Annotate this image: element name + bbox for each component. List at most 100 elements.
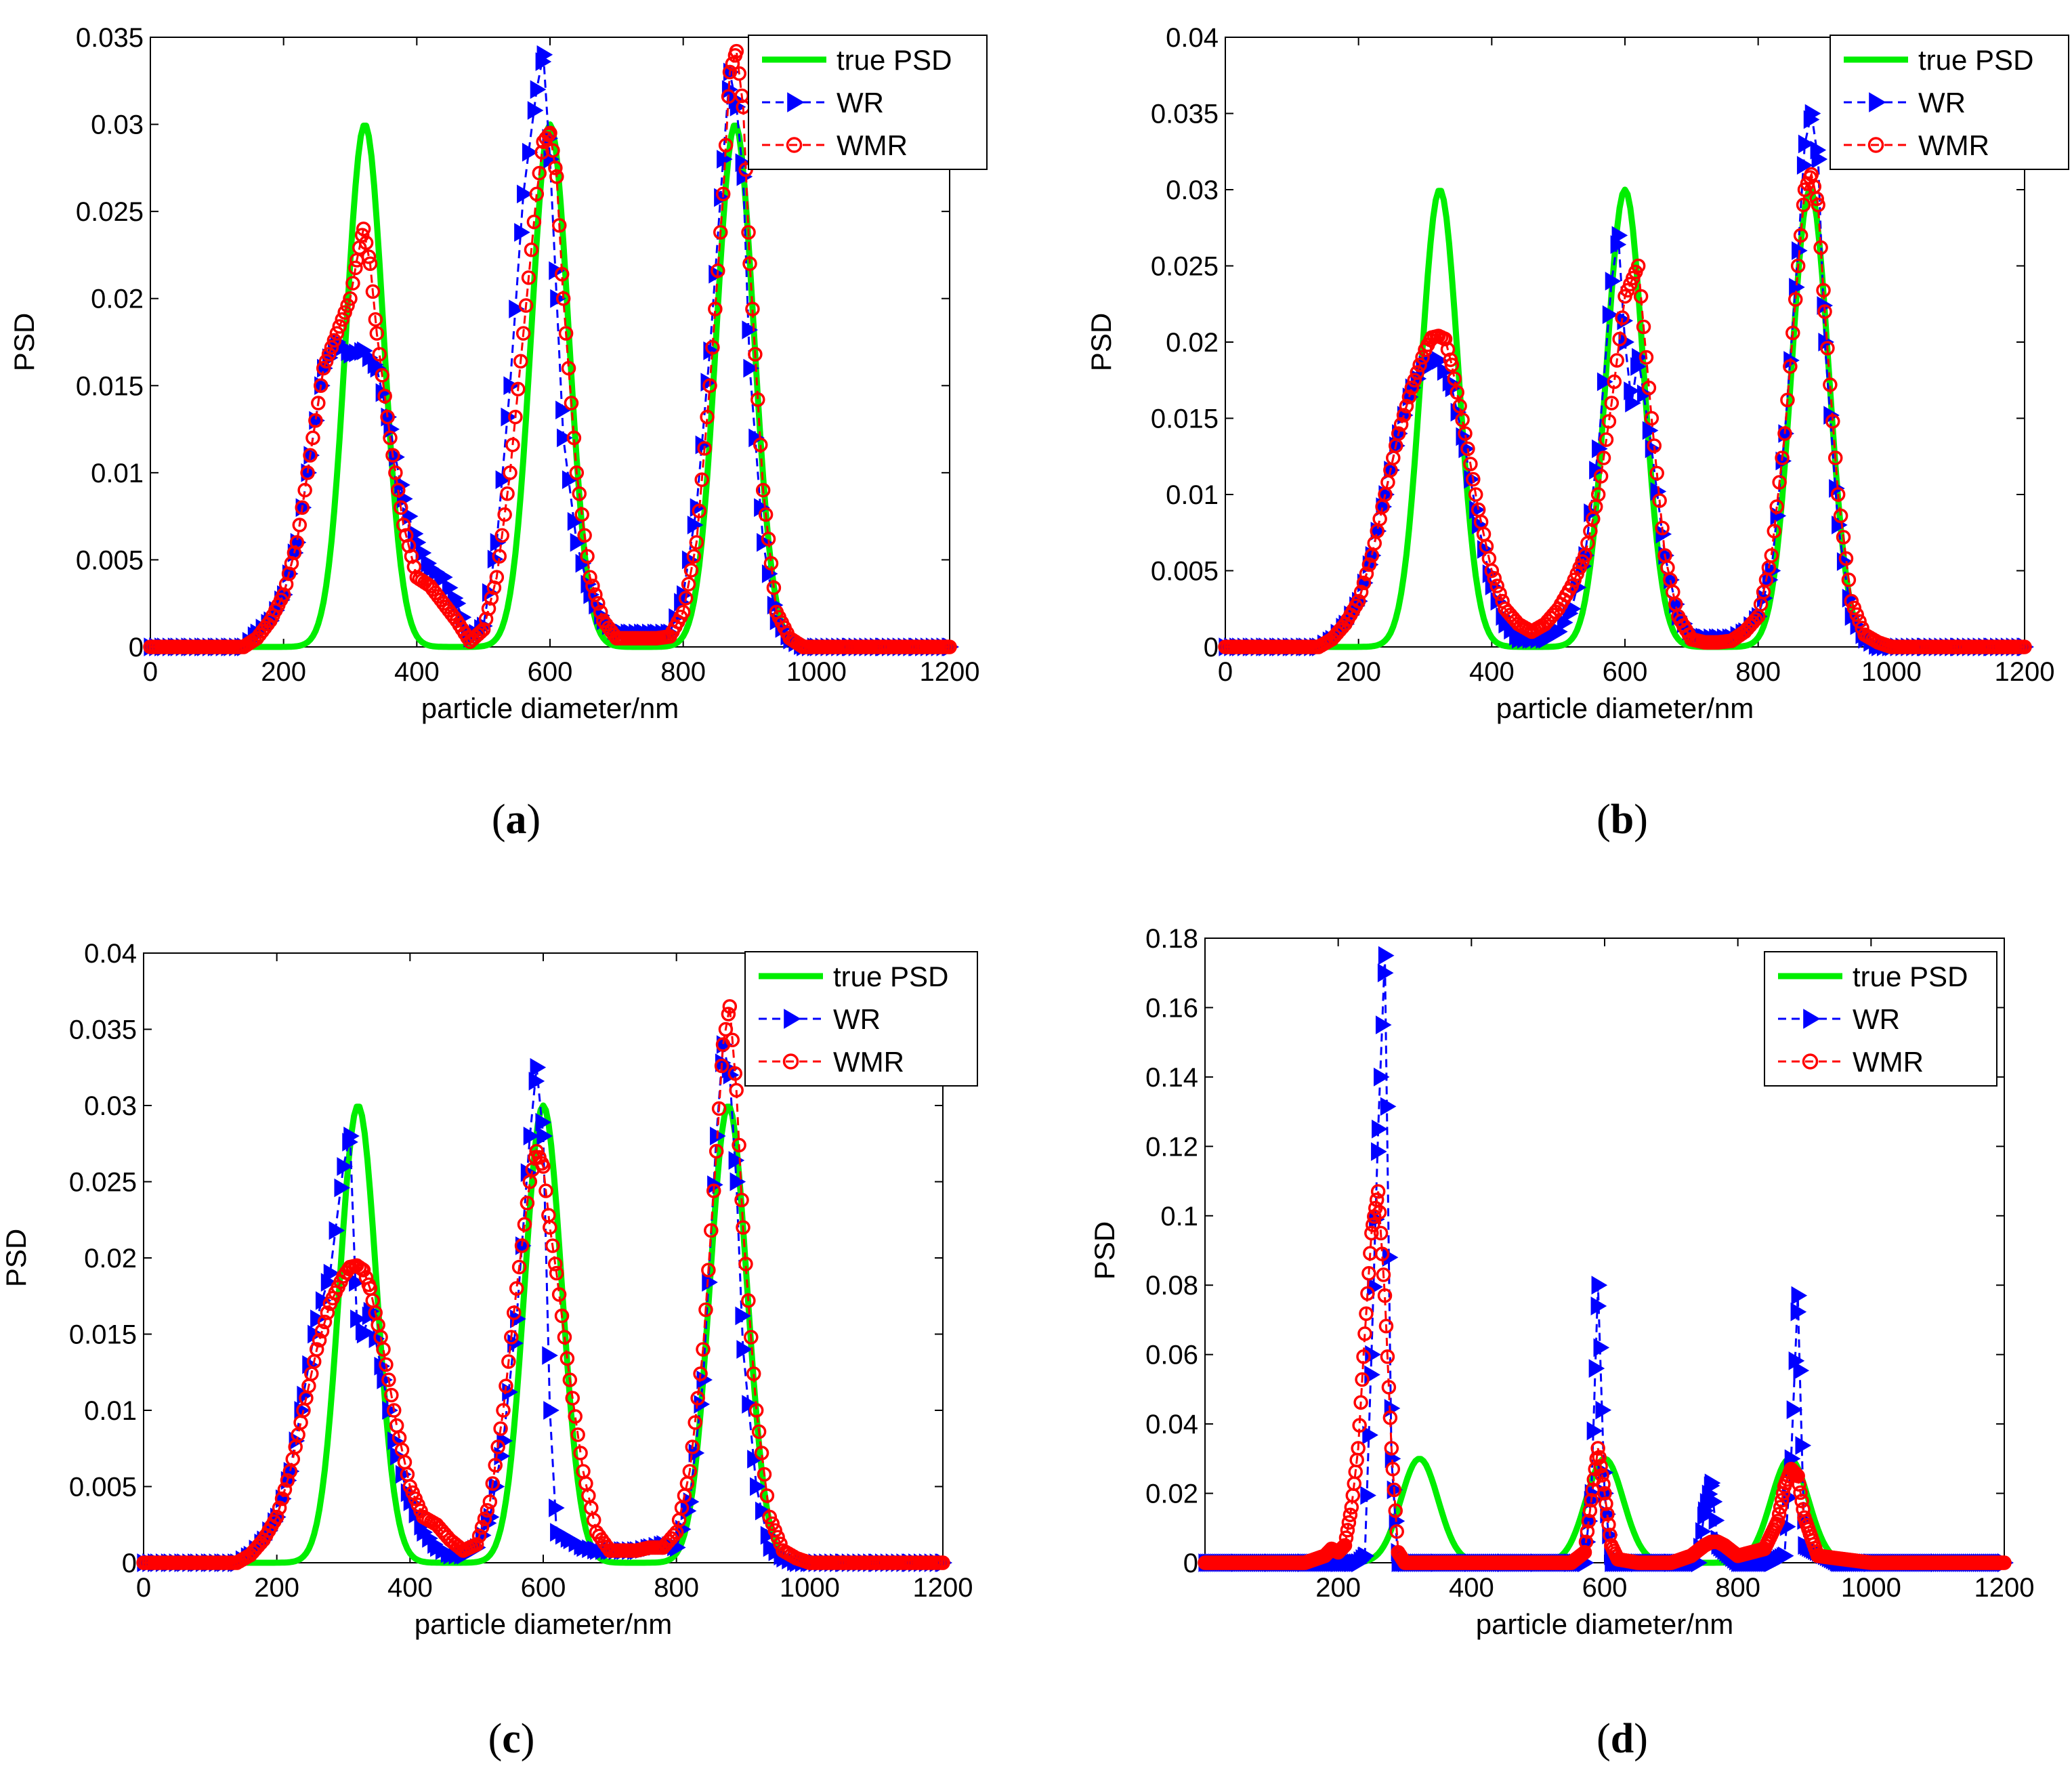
- x-tick-label: 0: [1218, 657, 1233, 687]
- data-point-wmr: [748, 347, 763, 362]
- data-point-wr: [509, 299, 525, 319]
- data-point-wmr: [1484, 563, 1500, 578]
- data-point-wmr: [1796, 197, 1811, 213]
- data-point-wr: [1804, 104, 1821, 123]
- data-point-wmr: [1830, 487, 1846, 502]
- data-point-wmr: [314, 1324, 330, 1339]
- data-point-wmr: [1647, 438, 1662, 453]
- data-point-wr: [575, 553, 592, 573]
- x-tick-label: 200: [261, 657, 306, 687]
- data-point-wr: [356, 1324, 373, 1344]
- data-point-wmr: [559, 1351, 575, 1366]
- data-point-wmr: [935, 1555, 950, 1570]
- data-point-wmr: [1783, 359, 1798, 374]
- data-point-wmr: [1772, 475, 1787, 490]
- legend-entry-label: WMR: [1918, 129, 1989, 161]
- data-point-wmr: [511, 381, 526, 397]
- data-point-wmr: [577, 528, 592, 543]
- legend-marker-circle: [786, 137, 803, 153]
- legend-entry-label: WMR: [833, 1046, 904, 1078]
- x-axis-label: particle diameter/nm: [1476, 1608, 1733, 1640]
- data-point-wmr: [295, 500, 310, 515]
- legend: true PSD WR WMR: [1830, 35, 2069, 170]
- data-point-wmr: [313, 378, 329, 394]
- data-point-wmr: [1352, 1418, 1367, 1433]
- data-point-wmr: [548, 161, 563, 175]
- y-tick-label: 0.025: [76, 197, 144, 227]
- data-point-wmr: [1361, 1266, 1376, 1281]
- x-tick-label: 400: [387, 1573, 433, 1603]
- data-point-wmr: [704, 1223, 719, 1238]
- data-point-wmr: [1342, 1507, 1358, 1523]
- data-point-wr: [514, 223, 530, 242]
- data-point-wmr: [1615, 310, 1630, 325]
- data-point-wr: [1777, 1546, 1794, 1565]
- chart-panel-d: 200 400 600 800 1000 1200 0 0.02 0.04 0.06 0.08 0.1…: [1088, 924, 2034, 1762]
- data-point-wmr: [1820, 341, 1835, 356]
- y-tick-label: 0: [129, 633, 144, 662]
- data-point-wmr: [1596, 1477, 1611, 1492]
- data-point-wmr: [709, 1143, 724, 1159]
- data-point-wmr: [762, 1509, 778, 1525]
- data-point-wmr: [570, 1427, 585, 1442]
- data-point-wmr: [1593, 469, 1609, 484]
- data-point-wmr: [348, 260, 363, 276]
- y-tick-label: 0.03: [84, 1091, 137, 1121]
- data-point-wmr: [380, 409, 395, 425]
- data-point-wr: [530, 80, 547, 100]
- data-point-wmr: [552, 217, 567, 233]
- x-tick-label: 600: [521, 1573, 566, 1603]
- data-point-wmr: [504, 1330, 519, 1345]
- data-point-wmr: [751, 1424, 767, 1439]
- data-point-wmr: [750, 392, 765, 407]
- legend-marker-circle: [1802, 1053, 1819, 1070]
- data-point-wmr: [1793, 1485, 1808, 1500]
- data-point-wr: [1636, 384, 1653, 404]
- data-point-wr: [1372, 1119, 1388, 1139]
- y-tick-label: 0.02: [1145, 1479, 1198, 1509]
- data-point-wmr: [718, 1022, 734, 1037]
- data-point-wmr: [1450, 385, 1464, 400]
- data-point-wmr: [381, 1372, 396, 1387]
- panel-label: (a): [492, 797, 541, 843]
- data-point-wmr: [748, 1403, 764, 1418]
- data-point-wmr: [1458, 426, 1473, 441]
- data-point-wmr: [365, 284, 381, 299]
- x-axis-label: particle diameter/nm: [421, 692, 679, 724]
- legend-marker-circle: [1867, 137, 1884, 153]
- data-point-wmr: [545, 1238, 560, 1253]
- data-point-wmr: [1360, 1286, 1375, 1301]
- plot-series-group: [1198, 946, 2014, 1572]
- data-point-wmr: [1385, 1461, 1401, 1477]
- data-point-wr: [549, 1498, 565, 1517]
- data-point-wmr: [317, 1314, 333, 1330]
- data-point-wmr: [574, 507, 589, 522]
- data-point-wmr: [1381, 1380, 1397, 1395]
- data-point-wmr: [508, 409, 523, 425]
- data-point-wmr: [1649, 465, 1664, 481]
- data-point-wr: [730, 1172, 746, 1192]
- data-point-wmr: [1410, 365, 1424, 380]
- x-tick-label: 1200: [1995, 657, 2055, 687]
- data-point-wr: [522, 142, 538, 162]
- data-point-wmr: [721, 1007, 736, 1022]
- chart-panel-a: 0 200 400 600 800 1000 1200 0 0.005 0.01 0.015 0.02…: [8, 23, 988, 843]
- data-point-wmr: [1359, 566, 1374, 581]
- data-point-wmr: [515, 326, 531, 341]
- data-point-wmr: [942, 639, 957, 654]
- data-point-wmr: [309, 1342, 324, 1357]
- legend-entry-label: WR: [1853, 1003, 1900, 1035]
- data-point-wmr: [292, 518, 308, 532]
- y-tick-label: 0.08: [1145, 1271, 1198, 1301]
- data-point-wmr: [1340, 1523, 1355, 1538]
- data-point-wr: [523, 1127, 540, 1145]
- data-point-wmr: [705, 339, 720, 355]
- data-point-wr: [1625, 394, 1641, 413]
- series-line-true-psd: [143, 1102, 944, 1566]
- y-tick-label: 0.16: [1145, 993, 1198, 1023]
- x-tick-label: 600: [528, 657, 573, 687]
- data-point-wr: [349, 1273, 365, 1292]
- data-point-wmr: [1463, 457, 1478, 471]
- x-tick-label: 200: [1336, 657, 1381, 687]
- data-point-wr: [1811, 150, 1828, 169]
